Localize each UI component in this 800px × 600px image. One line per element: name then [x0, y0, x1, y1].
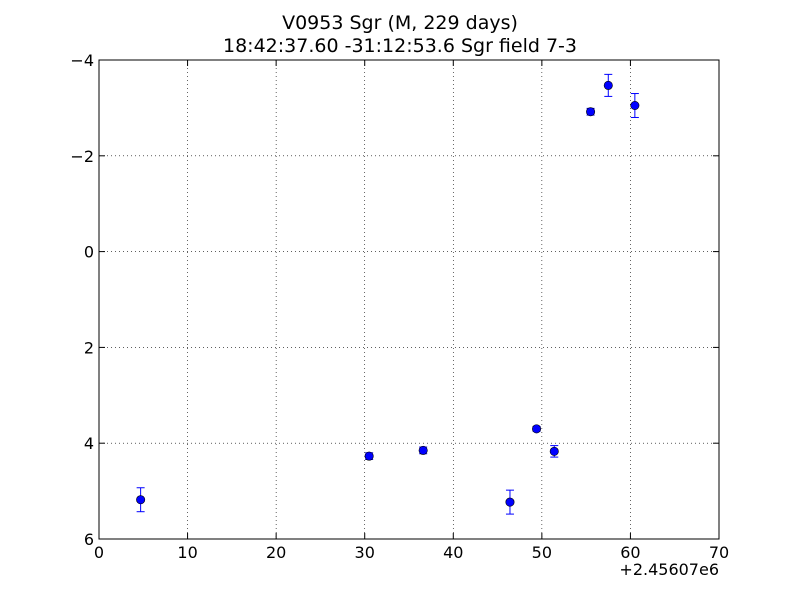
- x-offset-label: +2.45607e6: [619, 560, 719, 579]
- data-points: [136, 80, 640, 507]
- y-tick-label: 2: [84, 338, 94, 357]
- data-point: [586, 107, 596, 117]
- y-tick-label: 4: [84, 434, 94, 453]
- x-tick-label: 50: [532, 543, 552, 562]
- data-point: [505, 497, 515, 507]
- x-tick-label: 70: [709, 543, 729, 562]
- x-tick-label: 0: [94, 543, 104, 562]
- x-tick-labels: 0 10 20 30 40 50 60 70: [94, 543, 729, 562]
- axis-ticks: [98, 59, 720, 540]
- grid-lines: [99, 60, 719, 539]
- y-tick-label: 0: [84, 243, 94, 262]
- x-tick-label: 10: [177, 543, 197, 562]
- error-bars: [136, 73, 639, 515]
- x-tick-label: 60: [620, 543, 640, 562]
- data-point: [630, 101, 640, 111]
- x-tick-label: 30: [355, 543, 375, 562]
- data-point: [418, 445, 428, 455]
- data-point: [549, 446, 559, 456]
- chart-subtitle: 18:42:37.60 -31:12:53.6 Sgr field 7-3: [223, 35, 577, 57]
- x-tick-label: 40: [443, 543, 463, 562]
- data-point: [603, 80, 613, 90]
- y-tick-label: −2: [70, 147, 94, 166]
- data-point: [364, 451, 374, 461]
- data-point: [532, 424, 542, 434]
- plot-frame: [98, 59, 720, 540]
- x-tick-label: 20: [266, 543, 286, 562]
- chart-title: V0953 Sgr (M, 229 days): [282, 12, 518, 34]
- y-tick-label: 6: [84, 530, 94, 549]
- y-tick-label: −4: [70, 51, 94, 70]
- y-tick-labels: −4 −2 0 2 4 6: [70, 51, 94, 549]
- data-point: [136, 495, 146, 505]
